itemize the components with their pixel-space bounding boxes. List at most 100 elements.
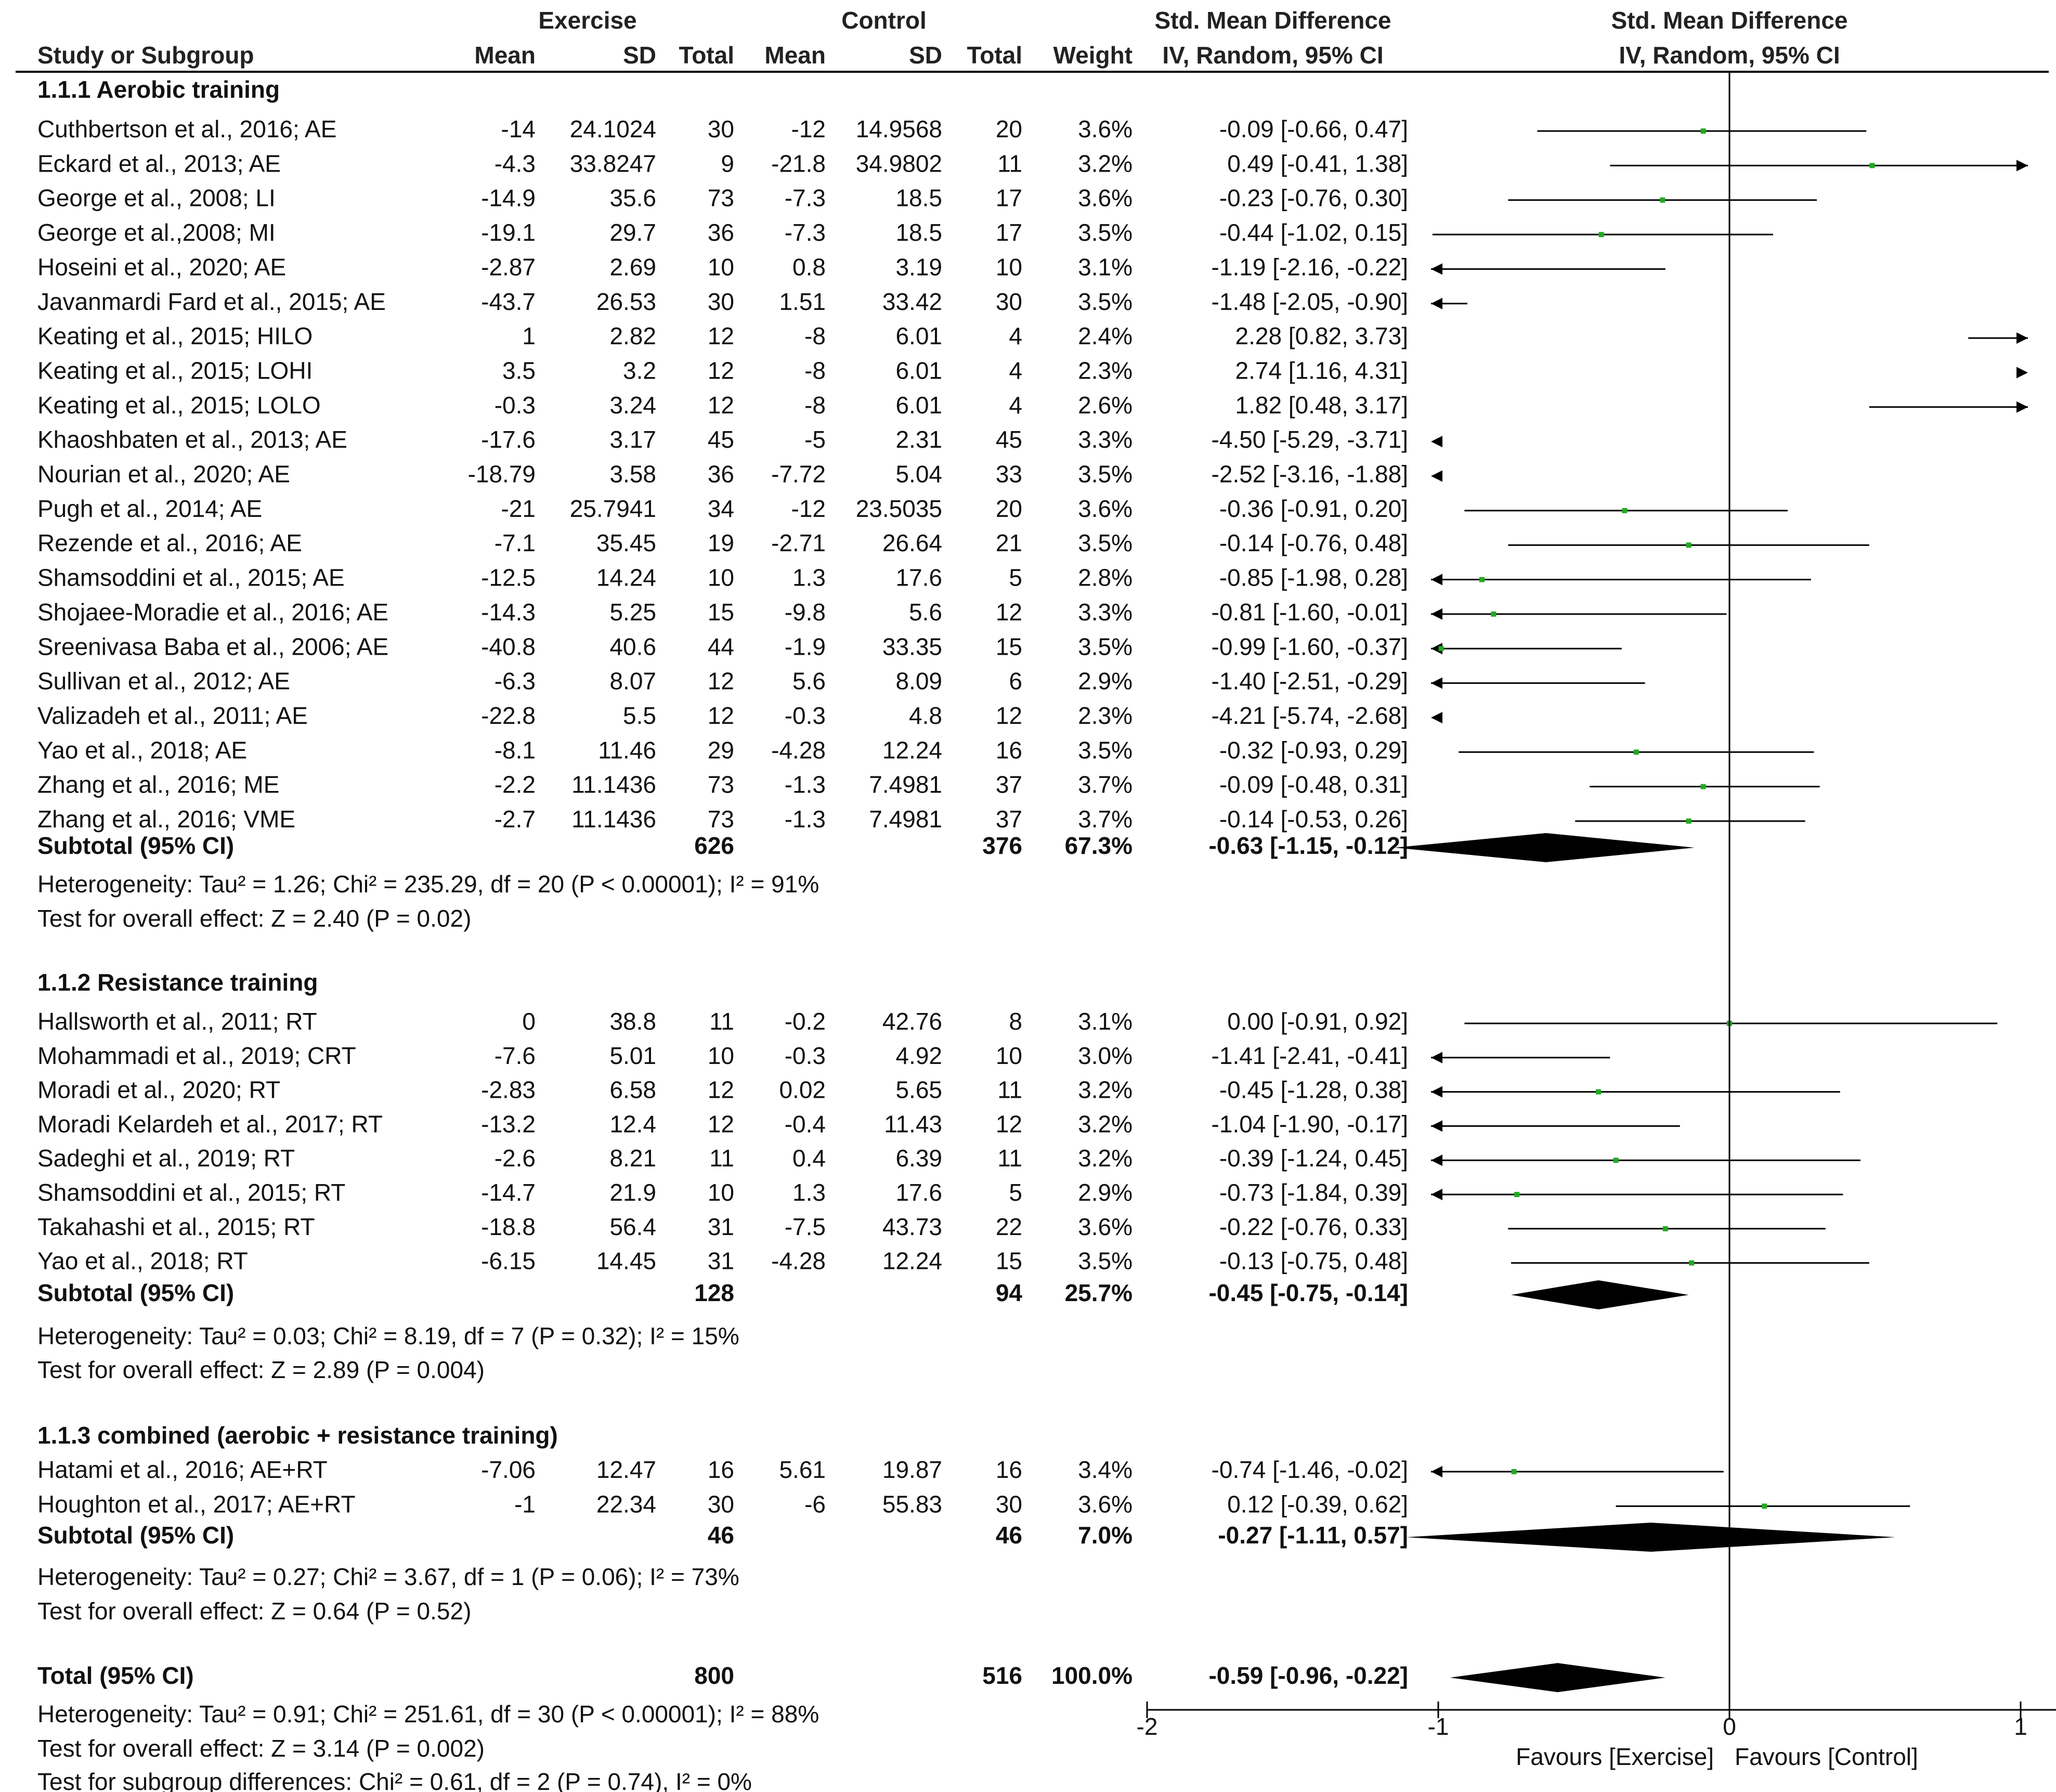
sg1-row-15-weight: 3.5% (1078, 633, 1133, 660)
subgroup-1-subtotal-control-total: 376 (982, 832, 1022, 859)
sg1-row-12-ci-text: -0.14 [-0.76, 0.48] (1219, 529, 1408, 556)
subgroup-1-subtotal-weight: 67.3% (1065, 832, 1133, 859)
sg1-row-19-exercise-mean: -2.2 (495, 771, 536, 798)
sg1-row-17-exercise-mean: -22.8 (481, 702, 536, 729)
sg1-row-1-control-sd: 34.9802 (856, 150, 942, 177)
sg1-row-15-ci-text: -0.99 [-1.60, -0.37] (1212, 633, 1408, 660)
sg1-row-20-control-total: 37 (996, 806, 1022, 833)
subgroup-1-subtotal-ci-text: -0.63 [-1.15, -0.12] (1208, 832, 1408, 859)
sg1-row-7-ci-text: 2.74 [1.16, 4.31] (1235, 357, 1409, 384)
sg3-row-0-ci-text: -0.74 [-1.46, -0.02] (1212, 1456, 1408, 1483)
sg1-row-14-control-total: 12 (996, 599, 1022, 626)
sg1-row-13-ci-text: -0.85 [-1.98, 0.28] (1219, 564, 1408, 591)
sg1-row-20-exercise-total: 73 (708, 806, 734, 833)
sg1-estimate-marker-11 (1622, 508, 1628, 513)
sg1-row-3-control-sd: 18.5 (895, 219, 942, 246)
sg3-row-1-control-mean: -6 (804, 1490, 826, 1517)
sg1-row-10-exercise-sd: 3.58 (609, 461, 656, 488)
sg1-row-15-exercise-total: 44 (708, 633, 734, 660)
sg1-row-9-exercise-mean: -17.6 (481, 426, 536, 453)
x-axis-tick-label-0: -2 (1137, 1713, 1158, 1740)
favours-exercise-label: Favours [Exercise] (1516, 1743, 1714, 1770)
sg2-row-5-exercise-total: 10 (708, 1179, 734, 1206)
sg3-row-1-exercise-total: 30 (708, 1490, 734, 1517)
sg2-row-5-exercise-sd: 21.9 (609, 1179, 656, 1206)
sg1-row-15-exercise-mean: -40.8 (481, 633, 536, 660)
subgroup-1-subtotal-exercise-total: 626 (694, 832, 734, 859)
sg3-row-1-study-name: Houghton et al., 2017; AE+RT (37, 1490, 356, 1517)
sg1-arrow-left-15 (1431, 643, 1442, 655)
sg1-row-5-exercise-mean: -43.7 (481, 288, 536, 315)
subgroup-3-subtotal-control-total: 46 (996, 1522, 1022, 1549)
sg1-row-6-study-name: Keating et al., 2015; HILO (37, 322, 313, 349)
sg2-row-3-study-name: Moradi Kelardeh et al., 2017; RT (37, 1110, 383, 1137)
sg1-arrow-left-4 (1431, 263, 1442, 275)
sg1-row-19-exercise-sd: 11.1436 (571, 771, 656, 798)
sg1-arrow-right-1 (2016, 160, 2028, 172)
header-smd: Std. Mean Difference (1155, 7, 1391, 34)
sg1-row-0-control-mean: -12 (791, 115, 826, 142)
sg3-row-0-control-sd: 19.87 (882, 1456, 942, 1483)
subgroup-3-overall-effect: Test for overall effect: Z = 0.64 (P = 0… (37, 1598, 471, 1625)
sg3-estimate-marker-1 (1762, 1503, 1767, 1509)
sg3-row-1-ci-text: 0.12 [-0.39, 0.62] (1227, 1490, 1408, 1517)
sg1-row-1-exercise-sd: 33.8247 (570, 150, 656, 177)
sg1-row-10-weight: 3.5% (1078, 461, 1133, 488)
sg2-arrow-left-3 (1431, 1120, 1442, 1132)
sg1-row-3-study-name: George et al.,2008; MI (37, 219, 276, 246)
subgroup-3-subtotal-exercise-total: 46 (708, 1522, 734, 1549)
sg1-row-11-exercise-total: 34 (708, 495, 734, 522)
sg1-arrow-left-14 (1431, 608, 1442, 620)
sg1-row-12-exercise-sd: 35.45 (596, 529, 656, 556)
sg1-row-15-control-sd: 33.35 (882, 633, 942, 660)
subgroup-2-subtotal-diamond (1511, 1280, 1689, 1309)
sg1-row-17-exercise-sd: 5.5 (623, 702, 656, 729)
sg1-row-16-control-sd: 8.09 (895, 668, 942, 695)
sg1-row-1-ci-text: 0.49 [-0.41, 1.38] (1227, 150, 1408, 177)
sg1-estimate-marker-12 (1686, 542, 1691, 548)
sg1-row-17-control-sd: 4.8 (909, 702, 942, 729)
sg1-row-12-control-mean: -2.71 (771, 529, 826, 556)
sg1-row-7-exercise-sd: 3.2 (623, 357, 656, 384)
sg1-row-3-control-mean: -7.3 (785, 219, 826, 246)
sg2-row-2-exercise-mean: -2.83 (481, 1076, 536, 1103)
sg2-row-0-exercise-sd: 38.8 (609, 1008, 656, 1035)
sg1-arrow-left-17 (1431, 711, 1442, 723)
sg2-row-1-weight: 3.0% (1078, 1042, 1133, 1069)
sg1-row-15-control-total: 15 (996, 633, 1022, 660)
x-axis-tick-label-1: -1 (1428, 1713, 1449, 1740)
sg3-row-0-control-mean: 5.61 (779, 1456, 826, 1483)
sg1-row-4-control-total: 10 (996, 253, 1022, 280)
sg1-row-12-control-sd: 26.64 (882, 529, 942, 556)
sg1-row-19-control-total: 37 (996, 771, 1022, 798)
sg2-row-2-exercise-sd: 6.58 (609, 1076, 656, 1103)
sg1-row-12-control-total: 21 (996, 529, 1022, 556)
sg2-row-3-exercise-total: 12 (708, 1110, 734, 1137)
sg1-row-4-study-name: Hoseini et al., 2020; AE (37, 253, 286, 280)
sg1-row-3-exercise-total: 36 (708, 219, 734, 246)
sg1-row-16-exercise-sd: 8.07 (609, 668, 656, 695)
sg1-estimate-marker-2 (1660, 197, 1665, 203)
sg1-row-7-control-sd: 6.01 (895, 357, 942, 384)
subgroup-2-subtotal-weight: 25.7% (1065, 1279, 1133, 1306)
sg2-row-4-control-sd: 6.39 (895, 1145, 942, 1172)
sg1-arrow-left-10 (1431, 470, 1442, 482)
sg2-row-4-exercise-mean: -2.6 (495, 1145, 536, 1172)
sg1-row-18-study-name: Yao et al., 2018; AE (37, 736, 247, 763)
sg1-row-18-control-total: 16 (996, 736, 1022, 763)
sg2-estimate-marker-6 (1662, 1226, 1668, 1231)
sg1-row-13-exercise-sd: 14.24 (596, 564, 656, 591)
sg2-row-2-control-mean: 0.02 (779, 1076, 826, 1103)
sg1-row-3-weight: 3.5% (1078, 219, 1133, 246)
subgroup-3-subtotal-weight: 7.0% (1078, 1522, 1133, 1549)
sg1-row-16-exercise-total: 12 (708, 668, 734, 695)
sg1-row-19-study-name: Zhang et al., 2016; ME (37, 771, 279, 798)
sg1-row-11-weight: 3.6% (1078, 495, 1133, 522)
sg1-row-16-control-mean: 5.6 (792, 668, 826, 695)
sg1-estimate-marker-0 (1700, 128, 1706, 134)
sg1-row-19-weight: 3.7% (1078, 771, 1133, 798)
sg1-row-13-weight: 2.8% (1078, 564, 1133, 591)
sg3-row-0-weight: 3.4% (1078, 1456, 1133, 1483)
sg1-row-11-control-mean: -12 (791, 495, 826, 522)
